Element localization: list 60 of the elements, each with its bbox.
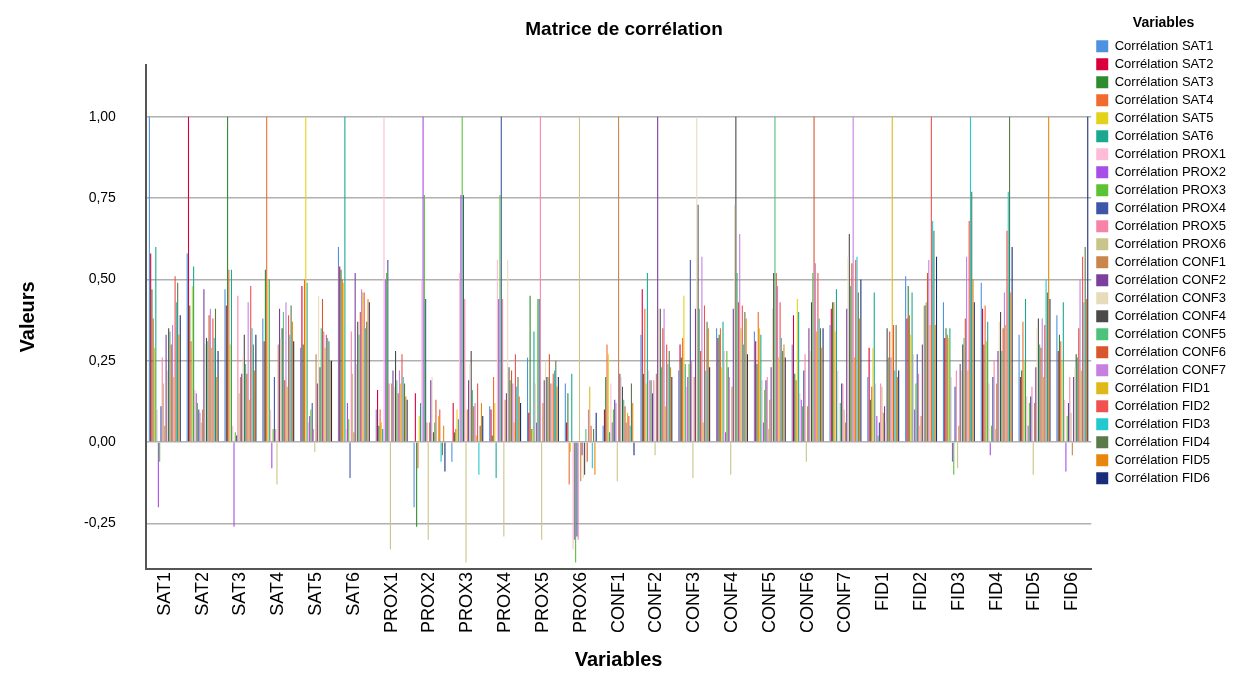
x-tick-label: SAT5 [305,571,326,616]
x-tick-label: FID6 [1061,571,1082,611]
x-tick-label: SAT4 [267,571,288,616]
x-tick-label: SAT2 [191,571,212,616]
x-tick-label: PROX1 [380,571,401,634]
x-tick-label: CONF1 [607,571,628,633]
legend-label: Corrélation PROX2 [1114,163,1227,179]
x-tick-label: PROX5 [531,571,552,634]
y-tick-label: 0,25 [88,351,117,368]
x-axis-title: Variables [574,647,663,670]
x-tick-label: FID2 [910,571,931,611]
legend-label: Corrélation SAT1 [1114,37,1214,53]
x-tick-label: CONF2 [645,571,666,633]
legend-label: Corrélation FID1 [1114,379,1211,395]
legend-label: Corrélation FID3 [1114,415,1211,431]
legend-label: Corrélation SAT2 [1114,55,1214,71]
x-tick-label: SAT6 [342,571,363,616]
legend-label: Corrélation FID4 [1114,433,1211,449]
x-tick-label: CONF4 [720,571,741,633]
x-tick-label: FID1 [872,571,893,611]
y-tick-label: -0,25 [83,514,117,531]
legend-label: Corrélation PROX6 [1114,235,1227,251]
legend-label: Corrélation CONF5 [1114,325,1226,341]
x-tick-label: PROX4 [494,571,515,634]
x-tick-label: PROX3 [456,571,477,634]
legend-label: Corrélation SAT6 [1114,127,1214,143]
legend-label: Corrélation SAT3 [1114,73,1214,89]
x-tick-label: PROX6 [569,571,590,634]
x-tick-label: CONF6 [796,571,817,633]
legend-label: Corrélation FID6 [1114,469,1211,485]
legend-label: Corrélation FID5 [1114,451,1211,467]
y-tick-label: 0,00 [88,432,117,449]
y-tick-label: 0,50 [88,270,117,287]
legend-label: Corrélation CONF2 [1114,271,1226,287]
chart-title: Matrice de corrélation [525,17,723,39]
x-tick-label: CONF3 [683,571,704,633]
legend-label: Corrélation SAT4 [1114,91,1214,107]
legend-label: Corrélation CONF4 [1114,307,1226,323]
legend-label: Corrélation CONF3 [1114,289,1226,305]
x-tick-label: FID3 [947,571,968,611]
x-tick-label: CONF7 [834,571,855,633]
y-axis-title: Valeurs [15,281,38,353]
x-tick-label: CONF5 [758,571,779,633]
legend-label: Corrélation PROX3 [1114,181,1227,197]
y-tick-label: 0,75 [88,189,117,206]
legend-label: Corrélation PROX5 [1114,217,1227,233]
legend-label: Corrélation PROX4 [1114,199,1227,215]
x-tick-label: SAT3 [229,571,250,616]
legend-label: Corrélation FID2 [1114,397,1211,413]
legend-label: Corrélation CONF1 [1114,253,1226,269]
x-tick-label: FID4 [985,571,1006,611]
y-tick-label: 1,00 [88,107,117,124]
legend-label: Corrélation PROX1 [1114,145,1227,161]
legend-title: Variables [1132,13,1195,30]
legend-label: Corrélation CONF6 [1114,343,1226,359]
x-tick-label: PROX2 [418,571,439,634]
legend-label: Corrélation SAT5 [1114,109,1214,125]
x-tick-label: SAT1 [153,571,174,616]
legend-label: Corrélation CONF7 [1114,361,1226,377]
x-tick-label: FID5 [1023,571,1044,611]
